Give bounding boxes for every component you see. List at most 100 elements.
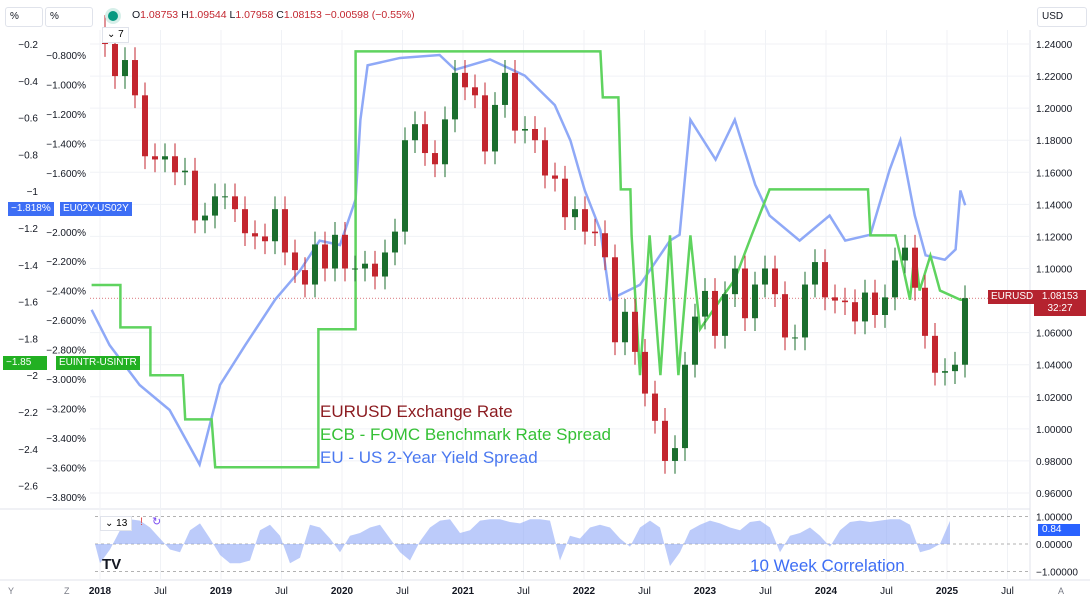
currency-select[interactable]: USD: [1037, 7, 1087, 27]
candle: [442, 119, 448, 165]
candle: [682, 364, 688, 449]
right-axis-label: 1.20000: [1036, 104, 1073, 115]
pane2-count: 13: [116, 518, 128, 529]
y-button[interactable]: Y: [8, 586, 15, 596]
candle: [882, 297, 888, 316]
correlation-value-badge: 0.84: [1038, 524, 1080, 536]
low-label: L: [229, 9, 236, 21]
candle: [272, 209, 278, 242]
candle: [952, 364, 958, 372]
left-scale-2-input[interactable]: %: [45, 7, 93, 27]
left-outer-axis-label: −1.6: [18, 298, 38, 309]
candle: [642, 351, 648, 394]
annotation-correlation: 10 Week Correlation: [750, 556, 905, 575]
candle: [732, 268, 738, 295]
auto-scale-button[interactable]: A: [1058, 586, 1065, 596]
open-value: 1.08753: [140, 9, 179, 21]
candle: [702, 290, 708, 317]
candle: [462, 72, 468, 88]
left-inner-axis-label: −3.400%: [46, 434, 86, 445]
legend-count: 7: [118, 29, 124, 40]
candle: [692, 316, 698, 365]
candle: [632, 311, 638, 352]
pane2-legend-toggle[interactable]: ⌄ 13: [100, 516, 133, 531]
candle: [262, 236, 268, 242]
candle: [712, 290, 718, 336]
open-label: O: [132, 9, 141, 21]
candle: [212, 196, 218, 216]
left-inner-axis-label: −2.800%: [46, 346, 86, 357]
candle: [202, 215, 208, 221]
left-inner-axis-label: −3.200%: [46, 405, 86, 416]
tradingview-logo[interactable]: TV: [102, 556, 122, 573]
rate-value-badge: −1.85: [3, 356, 47, 370]
candle: [782, 294, 788, 338]
x-tick-label: 2021: [452, 586, 475, 597]
legend-toggle-button[interactable]: ⌄ 7: [102, 27, 129, 43]
candle: [572, 209, 578, 218]
candle: [392, 231, 398, 253]
candle: [922, 287, 928, 336]
candle: [122, 60, 128, 77]
candle: [182, 170, 188, 173]
left-outer-axis-label: −2.6: [18, 482, 38, 493]
candle: [172, 156, 178, 173]
right-axis-label: 1.10000: [1036, 265, 1073, 276]
candle: [242, 209, 248, 234]
candle: [322, 244, 328, 269]
x-tick-label: Jul: [638, 586, 651, 597]
candle: [192, 170, 198, 221]
left-outer-axis-label: −1.2: [18, 224, 38, 235]
right-axis-label: 1.06000: [1036, 329, 1073, 340]
candle: [602, 233, 608, 258]
yield-spread-line: [90, 53, 967, 468]
left-inner-axis-label: −2.000%: [46, 228, 86, 239]
warning-icon[interactable]: !: [140, 516, 144, 528]
x-tick-label: 2024: [815, 586, 838, 597]
eu-yield-name-badge: EU02Y-US02Y: [60, 202, 132, 216]
candle: [312, 244, 318, 285]
candle: [892, 260, 898, 298]
left-outer-axis-label: −0.2: [18, 40, 38, 51]
rate-name-badge: EUINTR-USINTR: [56, 356, 140, 370]
x-tick-label: 2020: [331, 586, 354, 597]
annotation-rate-spread: ECB - FOMC Benchmark Rate Spread: [320, 425, 611, 444]
candle: [432, 153, 438, 165]
left-outer-axis-label: −2.4: [18, 445, 38, 456]
x-tick-label: 2019: [210, 586, 233, 597]
x-tick-label: Jul: [517, 586, 530, 597]
right-axis-label: 1.14000: [1036, 200, 1073, 211]
candle: [742, 268, 748, 319]
x-tick-label: Jul: [275, 586, 288, 597]
correlation-area: [95, 519, 950, 566]
candle: [422, 124, 428, 154]
left-scale-1-input[interactable]: %: [5, 7, 43, 27]
left-inner-axis-label: −1.200%: [46, 110, 86, 121]
chevron-down-icon: ⌄: [107, 29, 119, 40]
left-outer-axis-label: −1.4: [18, 261, 38, 272]
candle: [542, 140, 548, 176]
candle: [762, 268, 768, 285]
left-outer-axis-label: −0.6: [18, 114, 38, 125]
annotation-eurusd: EURUSD Exchange Rate: [320, 402, 513, 421]
candle: [802, 284, 808, 338]
candle: [402, 140, 408, 232]
corr-axis-label: 0.00000: [1036, 540, 1073, 551]
x-tick-label: Jul: [880, 586, 893, 597]
candle: [502, 72, 508, 105]
candle: [162, 156, 168, 160]
left-outer-axis-label: −1: [27, 187, 39, 198]
refresh-icon[interactable]: ↻: [152, 516, 162, 528]
right-axis-label: 1.04000: [1036, 361, 1073, 372]
market-status-icon[interactable]: [108, 11, 118, 21]
candle: [522, 128, 528, 131]
chevron-down-icon: ⌄: [105, 518, 117, 529]
corr-axis-label: 1.00000: [1036, 513, 1073, 524]
x-tick-label: Jul: [396, 586, 409, 597]
right-axis-label: 1.02000: [1036, 393, 1073, 404]
candle: [652, 393, 658, 421]
z-button[interactable]: Z: [64, 586, 70, 596]
candle: [962, 298, 968, 365]
